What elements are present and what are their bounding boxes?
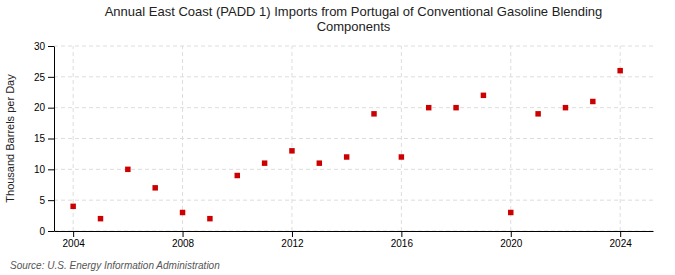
x-tick-mark [620, 231, 621, 237]
x-tick-label: 2020 [500, 238, 523, 249]
y-tick: 0 [39, 226, 54, 237]
x-axis-line [55, 231, 654, 232]
x-axis: 2004 2008 2012 2016 2020 2024 [55, 231, 654, 249]
y-tick-mark [48, 169, 54, 170]
y-tick-label: 5 [39, 195, 45, 206]
x-tick: 2004 [63, 231, 86, 249]
point [98, 216, 103, 221]
y-tick-mark [48, 108, 54, 109]
y-axis-line [54, 47, 55, 232]
x-grid-line [182, 46, 183, 231]
point [207, 216, 212, 221]
x-tick-mark [292, 231, 293, 237]
point [289, 148, 294, 153]
y-grid-line [54, 46, 653, 47]
y-axis-label: Thousand Barrels per Day [4, 74, 16, 203]
point [317, 160, 322, 165]
y-tick-mark [48, 200, 54, 201]
y-tick: 25 [34, 72, 54, 83]
point [481, 93, 486, 98]
point [344, 154, 349, 159]
point [262, 160, 267, 165]
point [453, 105, 458, 110]
title: Annual East Coast (PADD 1) Imports from … [105, 4, 603, 34]
x-grid-line [620, 46, 621, 231]
x-grid-line [401, 46, 402, 231]
x-tick: 2020 [500, 231, 523, 249]
point [371, 111, 376, 116]
y-tick: 5 [39, 195, 54, 206]
point [508, 210, 513, 215]
y-tick-mark [48, 139, 54, 140]
y-axis: 0 5 10 15 20 25 30 [34, 41, 55, 237]
y-tick-label: 10 [34, 164, 46, 175]
x-tick: 2008 [172, 231, 195, 249]
y-tick-label: 0 [39, 226, 45, 237]
chart-container: 2004 2008 2012 2016 2020 2024 0 5 10 15 20 25 30 Annu… [0, 0, 675, 275]
y-grid-line [54, 231, 653, 232]
x-tick-mark [511, 231, 512, 237]
title-line: Annual East Coast (PADD 1) Imports from … [105, 4, 603, 19]
x-tick: 2012 [281, 231, 304, 249]
point [563, 105, 568, 110]
y-tick: 20 [34, 102, 54, 113]
y-tick-label: 15 [34, 133, 46, 144]
y-tick-mark [48, 77, 54, 78]
y-tick-label: 30 [34, 41, 46, 52]
x-grid-line [73, 46, 74, 231]
chart-svg: 2004 2008 2012 2016 2020 2024 0 5 10 15 20 25 30 Annu… [0, 0, 675, 275]
x-tick-label: 2004 [63, 238, 86, 249]
point [399, 154, 404, 159]
x-tick-mark [401, 231, 402, 237]
x-tick-mark [183, 231, 184, 237]
source-annotation: Source: U.S. Energy Information Administ… [10, 260, 220, 271]
point [590, 99, 595, 104]
y-tick: 10 [34, 164, 54, 175]
y-tick-mark [48, 231, 54, 232]
y-grid-line [54, 138, 653, 139]
x-tick: 2016 [391, 231, 414, 249]
point [125, 167, 130, 172]
x-tick-label: 2024 [610, 238, 633, 249]
point [426, 105, 431, 110]
point [70, 204, 75, 209]
x-tick: 2024 [610, 231, 633, 249]
point [535, 111, 540, 116]
y-grid-line [54, 200, 653, 201]
x-tick-mark [73, 231, 74, 237]
point [617, 68, 622, 73]
y-grid-line [54, 169, 653, 170]
y-tick-label: 25 [34, 72, 46, 83]
title-line: Components [317, 19, 391, 34]
y-tick: 15 [34, 133, 54, 144]
x-tick-label: 2012 [281, 238, 304, 249]
x-grid-line [291, 46, 292, 231]
point [152, 185, 157, 190]
point [180, 210, 185, 215]
points [70, 68, 623, 221]
y-tick-mark [48, 46, 54, 47]
grid [54, 46, 653, 231]
x-tick-label: 2016 [391, 238, 414, 249]
y-tick-label: 20 [34, 102, 46, 113]
y-grid-line [54, 76, 653, 77]
x-grid-line [510, 46, 511, 231]
y-tick: 30 [34, 41, 54, 52]
point [235, 173, 240, 178]
x-tick-label: 2008 [172, 238, 195, 249]
